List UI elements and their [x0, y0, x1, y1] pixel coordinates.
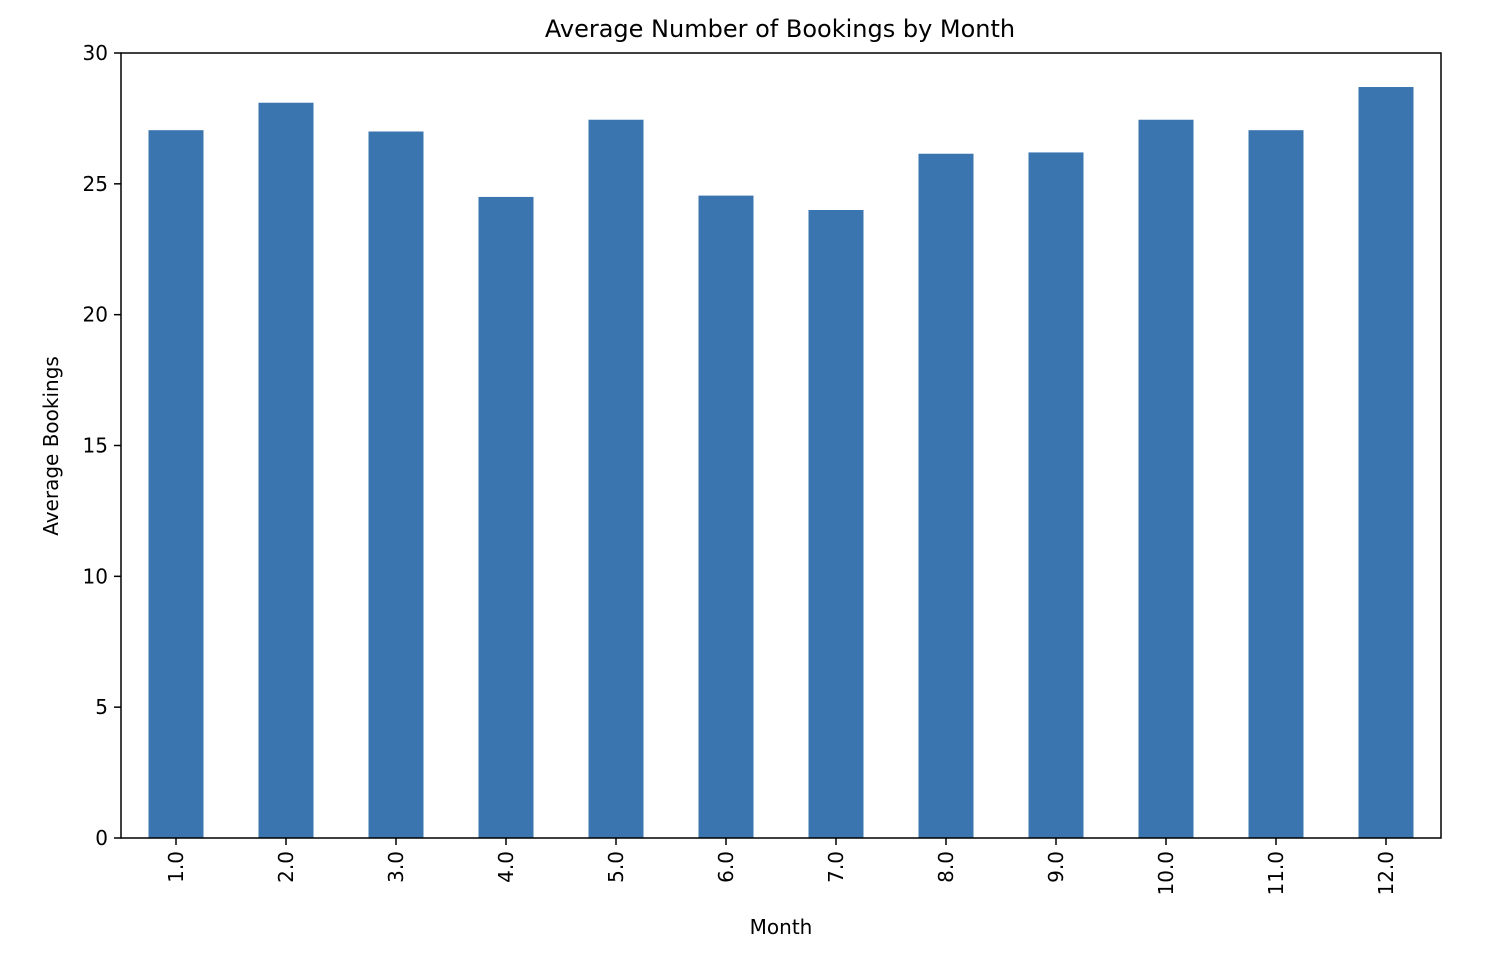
x-tick-label: 4.0	[494, 851, 518, 883]
y-tick-label: 10	[83, 564, 108, 588]
bar-1.0	[148, 130, 204, 838]
bar-7.0	[808, 210, 864, 838]
chart-title: Average Number of Bookings by Month	[545, 15, 1015, 43]
bar-3.0	[368, 131, 424, 838]
y-tick-label: 5	[95, 695, 108, 719]
x-tick-label: 11.0	[1264, 851, 1288, 896]
bar-10.0	[1138, 119, 1194, 839]
bar-6.0	[698, 195, 754, 839]
x-tick-label: 12.0	[1374, 851, 1398, 896]
x-tick-label: 5.0	[604, 851, 628, 883]
y-axis: 0 5 10 15 20 25 30	[83, 41, 121, 850]
y-tick-label: 0	[95, 826, 108, 850]
x-tick-label: 6.0	[714, 851, 738, 883]
x-tick-label: 7.0	[824, 851, 848, 883]
x-axis: 1.0 2.0 3.0 4.0 5.0 6.0 7.0 8.0 9.0 10.0 11.0 12.0	[164, 838, 1398, 896]
x-tick-label: 10.0	[1154, 851, 1178, 896]
bar-2.0	[258, 102, 314, 839]
bar-9.0	[1028, 152, 1084, 838]
x-tick-label: 3.0	[384, 851, 408, 883]
y-tick-label: 20	[83, 303, 108, 327]
y-tick-label: 25	[83, 172, 108, 196]
bar-8.0	[918, 153, 974, 839]
bars-layer	[148, 87, 1414, 839]
plot-frame	[120, 52, 1442, 839]
y-tick-label: 30	[83, 41, 108, 65]
y-axis-label: Average Bookings	[39, 356, 63, 536]
x-tick-label: 9.0	[1044, 851, 1068, 883]
bar-11.0	[1248, 130, 1304, 838]
bar-5.0	[588, 119, 644, 839]
x-tick-label: 2.0	[274, 851, 298, 883]
x-tick-label: 8.0	[934, 851, 958, 883]
bar-4.0	[478, 196, 534, 839]
y-tick-label: 15	[83, 434, 108, 458]
x-axis-label: Month	[750, 915, 813, 939]
x-tick-label: 1.0	[164, 851, 188, 883]
bar-12.0	[1358, 87, 1414, 838]
